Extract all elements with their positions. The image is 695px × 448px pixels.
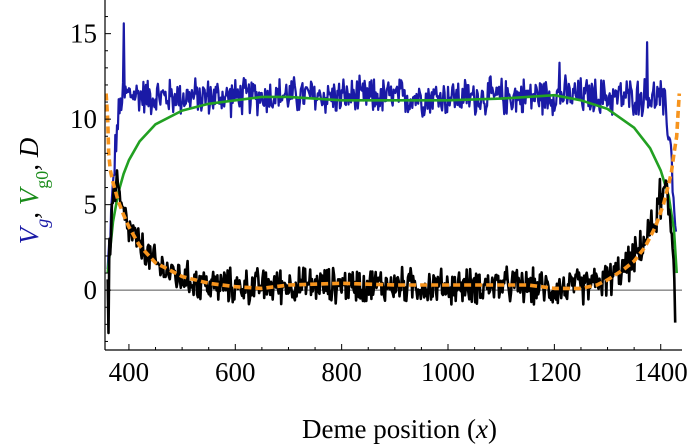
x-axis-title: Deme position (x) — [302, 414, 497, 444]
y-axis-title-part: V — [14, 185, 44, 205]
axes: 400 600 800 1000 1200 1400 0 5 10 15 — [70, 0, 688, 387]
x-axis-title-var: x — [475, 414, 488, 444]
series-line-Vg0 — [106, 93, 678, 274]
series-line-D0 — [105, 93, 682, 291]
x-tick-label: 1200 — [527, 357, 581, 387]
series-line-Vg — [106, 22, 678, 270]
y-tick-label: 0 — [84, 275, 98, 305]
x-tick-label: 1000 — [421, 357, 475, 387]
y-tick-label: 15 — [70, 19, 97, 49]
y-axis-title-part: D — [14, 137, 44, 158]
x-tick-label: 400 — [109, 357, 150, 387]
y-tick-label: 10 — [70, 104, 97, 134]
y-axis-title-part: , — [14, 205, 44, 219]
x-tick-label: 1400 — [634, 357, 688, 387]
y-axis-title-part: V — [14, 224, 44, 244]
x-tick-label: 600 — [215, 357, 256, 387]
y-axis-title-subscript: g0 — [32, 171, 52, 189]
x-axis-title-text: Deme position ( — [302, 414, 476, 444]
y-tick-label: 5 — [84, 190, 98, 220]
y-axis-title-subscript: g — [32, 219, 52, 228]
series-line-D — [106, 169, 677, 335]
x-axis-title-paren: ) — [488, 414, 497, 444]
y-axis-title: Vg, Vg0, D — [14, 137, 52, 244]
y-axis-title-part: , — [14, 157, 44, 171]
x-tick-label: 800 — [321, 357, 362, 387]
plot-area — [105, 22, 682, 335]
